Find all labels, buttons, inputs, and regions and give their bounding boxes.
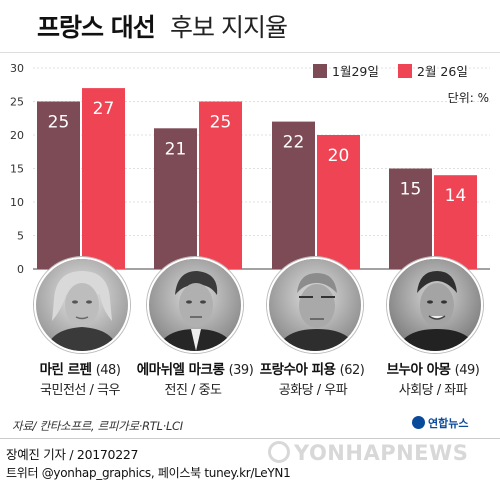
yonhap-logo-text: 연합뉴스 <box>428 417 469 430</box>
candidate-name-1: 마린 르펜 (48) <box>20 358 140 378</box>
candidate-name-4: 브누아 아몽 (49) <box>373 358 493 378</box>
candidate-age: (39) <box>228 363 254 378</box>
legend-label: 1월29일 <box>332 64 379 79</box>
watermark-text: YONHAPNEWS <box>294 441 469 465</box>
bar-jan29 <box>389 168 432 269</box>
y-tick-label: 20 <box>10 129 24 142</box>
watermark: YONHAPNEWS <box>268 441 468 465</box>
bar-jan29 <box>154 128 197 269</box>
title-area: 프랑스 대선 후보 지지율 <box>0 0 500 58</box>
y-tick-label: 25 <box>10 96 24 109</box>
y-axis-ticks: 0 5 10 15 20 25 30 <box>10 62 24 275</box>
candidate-party-3: 공화당 / 우파 <box>278 383 348 398</box>
y-tick-label: 15 <box>10 163 24 176</box>
candidate-name-3: 프랑수아 피용 (62) <box>252 358 372 378</box>
bar-jan29 <box>272 121 315 269</box>
bar-value-label: 27 <box>93 99 115 119</box>
candidate-photo-fillon <box>267 257 363 353</box>
y-tick-label: 0 <box>17 263 24 275</box>
candidate-name: 에마뉘엘 마크롱 <box>136 362 225 378</box>
candidate-age: (49) <box>454 363 480 378</box>
bar-feb26 <box>199 101 242 269</box>
chart-title-bold: 프랑스 대선 <box>37 13 156 42</box>
unit-label: 단위: % <box>448 91 489 105</box>
legend-label: 2월 26일 <box>417 64 468 79</box>
title-divider <box>0 52 500 53</box>
candidate-name-2: 에마뉘엘 마크롱 (39) <box>135 358 255 378</box>
candidate-photo-hamon <box>387 257 483 353</box>
candidate-photo-macron <box>147 257 243 353</box>
candidate-name: 마린 르펜 <box>39 362 92 378</box>
bar-jan29 <box>37 101 80 269</box>
bar-value-label: 25 <box>48 113 70 133</box>
bar-value-label: 15 <box>400 180 422 200</box>
legend-swatch <box>313 64 327 78</box>
candidate-photo-le-pen <box>34 257 130 353</box>
y-tick-label: 5 <box>17 230 24 243</box>
social-links: 트위터 @yonhap_graphics, 페이스북 tuney.kr/LeYN… <box>6 466 291 480</box>
chart-title-light: 후보 지지율 <box>170 13 288 42</box>
candidate-age: (62) <box>339 363 365 378</box>
candidate-party-4: 사회당 / 좌파 <box>398 383 468 398</box>
footer-divider <box>0 438 500 439</box>
y-tick-label: 10 <box>10 196 24 209</box>
legend-swatch <box>398 64 412 78</box>
bar-value-label: 21 <box>165 139 187 159</box>
bar-feb26 <box>82 88 125 269</box>
y-tick-label: 30 <box>10 62 24 75</box>
bars <box>37 88 477 269</box>
byline: 장예진 기자 / 20170227 <box>6 447 139 462</box>
bar-value-label: 25 <box>210 113 232 133</box>
candidate-party-2: 전진 / 중도 <box>164 383 223 398</box>
bar-chart: 0 5 10 15 20 25 30 25 27 21 25 22 20 15 14 1월29일 2월 26… <box>10 62 490 275</box>
yonhap-logo: 연합뉴스 <box>412 415 468 431</box>
candidate-name: 브누아 아몽 <box>386 362 451 378</box>
yonhap-logo-icon <box>412 416 425 429</box>
bar-feb26 <box>317 135 360 269</box>
bar-value-label: 20 <box>328 146 350 166</box>
source-note: 자료/ 칸타소프르, 르피가로·RTL·LCI <box>12 419 183 433</box>
bar-value-label: 22 <box>283 133 305 153</box>
candidate-name: 프랑수아 피용 <box>259 362 336 378</box>
bar-feb26 <box>434 175 477 269</box>
candidate-party-1: 국민전선 / 극우 <box>40 383 120 398</box>
watermark-icon <box>268 441 290 463</box>
bar-value-labels: 25 27 21 25 22 20 15 14 <box>48 99 467 206</box>
bar-value-label: 14 <box>445 186 467 206</box>
candidate-age: (48) <box>95 363 121 378</box>
